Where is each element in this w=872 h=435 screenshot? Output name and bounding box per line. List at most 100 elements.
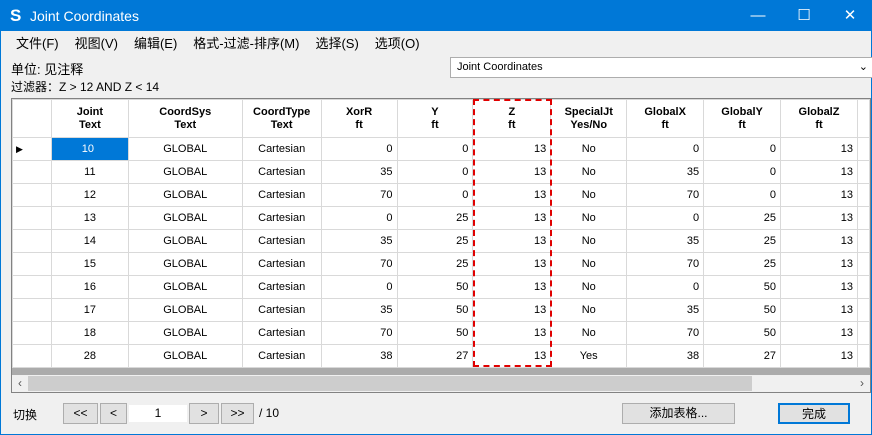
table-cell[interactable]: 35: [320, 298, 398, 322]
table-row[interactable]: 28 GLOBAL Cartesian 38 27 13 Yes 38 27 13: [12, 344, 870, 368]
table-cell[interactable]: 70: [626, 321, 705, 345]
table-cell[interactable]: 13: [780, 206, 858, 230]
done-button[interactable]: 完成: [778, 403, 850, 424]
table-cell[interactable]: GLOBAL: [127, 252, 243, 276]
table-cell[interactable]: 0: [626, 275, 705, 299]
column-header[interactable]: GlobalY ft: [703, 99, 782, 138]
table-cell[interactable]: Yes: [550, 344, 628, 368]
table-cell[interactable]: No: [550, 321, 628, 345]
table-cell[interactable]: 12: [50, 183, 129, 207]
menu-item[interactable]: 格式-过滤-排序(M): [193, 36, 300, 51]
table-row[interactable]: 12 GLOBAL Cartesian 70 0 13 No 70 0 13: [12, 183, 870, 207]
table-cell[interactable]: GLOBAL: [127, 298, 243, 322]
table-cell[interactable]: 50: [703, 321, 782, 345]
table-cell[interactable]: 35: [320, 229, 398, 253]
row-header[interactable]: [12, 183, 52, 207]
table-cell[interactable]: 0: [320, 137, 398, 161]
table-row[interactable]: 18 GLOBAL Cartesian 70 50 13 No 70 50 13: [12, 321, 870, 345]
table-cell[interactable]: 25: [703, 252, 782, 276]
table-cell[interactable]: 13: [780, 229, 858, 253]
row-header[interactable]: [12, 252, 52, 276]
table-cell[interactable]: 13: [780, 252, 858, 276]
table-row[interactable]: ▶ 10 GLOBAL Cartesian 0 0 13 No 0 0 13: [12, 137, 870, 161]
table-row[interactable]: 15 GLOBAL Cartesian 70 25 13 No 70 25 13: [12, 252, 870, 276]
table-cell[interactable]: 0: [703, 137, 782, 161]
table-cell[interactable]: GLOBAL: [127, 344, 243, 368]
table-cell[interactable]: Cartesian: [241, 160, 322, 184]
table-cell[interactable]: GLOBAL: [127, 160, 243, 184]
table-selector-dropdown[interactable]: Joint Coordinates ⌄: [450, 57, 872, 78]
table-cell[interactable]: 25: [396, 206, 474, 230]
table-cell[interactable]: GLOBAL: [127, 183, 243, 207]
table-cell[interactable]: 25: [703, 229, 782, 253]
table-cell[interactable]: GLOBAL: [127, 229, 243, 253]
row-header[interactable]: [12, 229, 52, 253]
last-page-button[interactable]: >>: [221, 403, 254, 424]
menu-item[interactable]: 文件(F): [16, 36, 59, 51]
table-cell[interactable]: 13: [780, 160, 858, 184]
column-header[interactable]: GlobalX ft: [626, 99, 705, 138]
table-cell[interactable]: Cartesian: [241, 206, 322, 230]
page-number-input[interactable]: 1: [129, 405, 187, 422]
close-button[interactable]: ✕: [843, 7, 857, 24]
table-cell[interactable]: No: [550, 252, 628, 276]
table-cell[interactable]: 18: [50, 321, 129, 345]
row-header[interactable]: [12, 206, 52, 230]
table-cell[interactable]: 13: [472, 229, 552, 253]
table-cell[interactable]: 35: [320, 160, 398, 184]
table-cell[interactable]: Cartesian: [241, 344, 322, 368]
table-row[interactable]: 16 GLOBAL Cartesian 0 50 13 No 0 50 13: [12, 275, 870, 299]
table-cell[interactable]: 13: [472, 160, 552, 184]
table-cell[interactable]: 0: [626, 137, 705, 161]
table-cell[interactable]: No: [550, 206, 628, 230]
table-cell[interactable]: 38: [320, 344, 398, 368]
table-cell[interactable]: Cartesian: [241, 321, 322, 345]
table-cell[interactable]: 0: [396, 137, 474, 161]
table-cell[interactable]: 70: [320, 321, 398, 345]
table-cell[interactable]: No: [550, 160, 628, 184]
table-cell[interactable]: 13: [472, 298, 552, 322]
table-cell[interactable]: No: [550, 275, 628, 299]
table-cell[interactable]: No: [550, 137, 628, 161]
column-header[interactable]: GlobalZ ft: [780, 99, 858, 138]
table-cell[interactable]: 13: [472, 137, 552, 161]
table-cell[interactable]: 35: [626, 160, 705, 184]
table-cell[interactable]: 0: [703, 183, 782, 207]
table-cell[interactable]: GLOBAL: [127, 275, 243, 299]
table-cell[interactable]: 13: [780, 321, 858, 345]
table-cell[interactable]: Cartesian: [241, 298, 322, 322]
table-cell[interactable]: 70: [626, 183, 705, 207]
column-header[interactable]: SpecialJt Yes/No: [550, 99, 628, 138]
menu-item[interactable]: 视图(V): [74, 36, 118, 51]
table-cell[interactable]: Cartesian: [241, 275, 322, 299]
prev-page-button[interactable]: <: [100, 403, 127, 424]
table-cell[interactable]: 35: [626, 298, 705, 322]
row-header[interactable]: ▶: [12, 137, 52, 161]
table-cell[interactable]: 70: [626, 252, 705, 276]
table-cell[interactable]: GLOBAL: [127, 137, 243, 161]
table-cell[interactable]: 13: [472, 183, 552, 207]
table-cell[interactable]: 0: [396, 183, 474, 207]
horizontal-scrollbar[interactable]: ‹ ›: [12, 375, 870, 392]
table-cell[interactable]: 25: [396, 229, 474, 253]
table-cell[interactable]: 13: [472, 344, 552, 368]
table-cell[interactable]: 0: [703, 160, 782, 184]
row-header[interactable]: [12, 160, 52, 184]
menu-item[interactable]: 选择(S): [315, 36, 359, 51]
add-table-button[interactable]: 添加表格...: [622, 403, 735, 424]
table-cell[interactable]: No: [550, 229, 628, 253]
table-cell[interactable]: 13: [780, 275, 858, 299]
table-cell[interactable]: 16: [50, 275, 129, 299]
column-header[interactable]: XorR ft: [320, 99, 398, 138]
row-header[interactable]: [12, 344, 52, 368]
row-header[interactable]: [12, 298, 52, 322]
table-cell[interactable]: 13: [472, 275, 552, 299]
table-cell[interactable]: 13: [780, 298, 858, 322]
table-cell[interactable]: No: [550, 183, 628, 207]
column-header[interactable]: CoordType Text: [241, 99, 322, 138]
column-header[interactable]: Joint Text: [50, 99, 129, 138]
table-cell[interactable]: No: [550, 298, 628, 322]
next-page-button[interactable]: >: [189, 403, 219, 424]
table-cell[interactable]: 70: [320, 183, 398, 207]
table-cell[interactable]: 70: [320, 252, 398, 276]
